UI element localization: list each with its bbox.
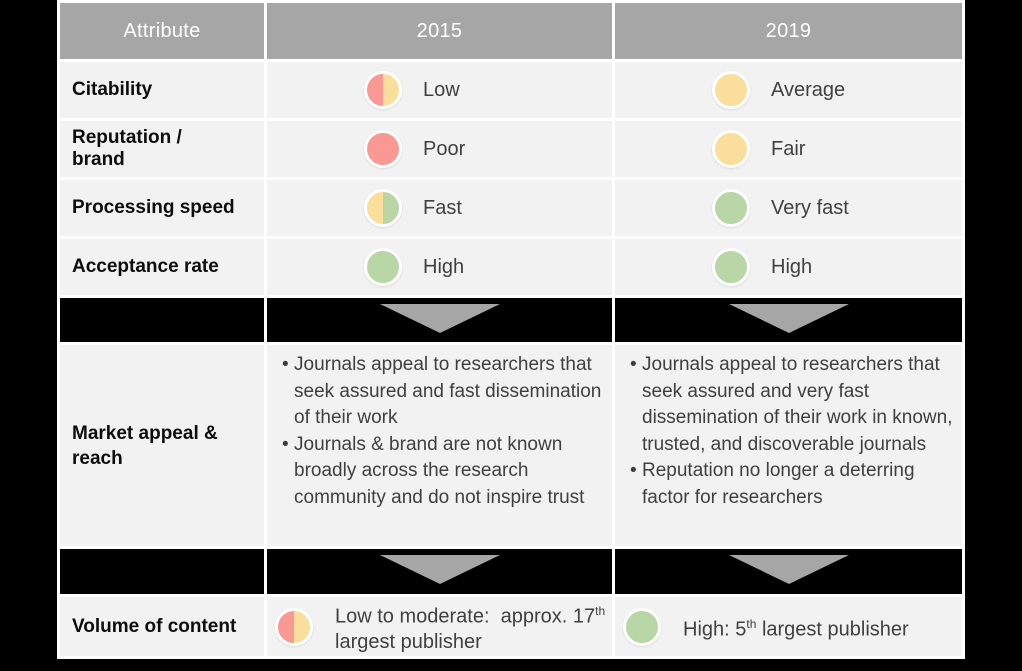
bullet-item: Journals appeal to researchers that seek… xyxy=(629,352,956,458)
header-cell-attribute: Attribute xyxy=(60,3,264,59)
header-2019-label: 2019 xyxy=(765,19,812,42)
reputation-label: Reputation / brand xyxy=(72,127,182,170)
harvey-ball-green-icon xyxy=(364,248,402,286)
down-arrow-icon xyxy=(379,303,500,333)
cell-volume-2019: High: 5th largest publisher xyxy=(615,597,962,656)
separator-cell-2015 xyxy=(267,549,612,594)
processing-2019-value: Very fast xyxy=(771,196,849,219)
separator-cell-2015 xyxy=(267,298,612,342)
reputation-2019-value: Fair xyxy=(771,137,806,160)
bullet-item: Reputation no longer a deterring factor … xyxy=(629,458,956,511)
row-label-processing-speed: Processing speed xyxy=(60,180,264,236)
market-2015-bullet-list: Journals appeal to researchers that seek… xyxy=(281,352,606,511)
harvey-ball-red-yellow-icon xyxy=(364,71,402,109)
market-appeal-label: Market appeal & reach xyxy=(72,422,218,469)
ordinal-superscript: th xyxy=(595,603,606,618)
harvey-ball-green-icon xyxy=(712,189,750,227)
cell-acceptance-2019: High xyxy=(615,239,962,295)
cell-reputation-2019: Fair xyxy=(615,121,962,177)
harvey-ball-yellow-green-icon xyxy=(364,189,402,227)
volume-label: Volume of content xyxy=(72,615,237,637)
cell-volume-2015: Low to moderate: approx. 17th largest pu… xyxy=(267,597,612,656)
cell-citability-2015: Low xyxy=(267,62,612,118)
harvey-ball-red-icon xyxy=(364,130,402,168)
separator-cell-blank xyxy=(60,298,264,342)
cell-processing-2019: Very fast xyxy=(615,180,962,236)
row-label-acceptance-rate: Acceptance rate xyxy=(60,239,264,295)
ordinal-superscript: th xyxy=(746,616,757,631)
header-attribute-label: Attribute xyxy=(123,19,201,42)
citability-2015-value: Low xyxy=(423,78,460,101)
row-label-reputation: Reputation / brand xyxy=(60,121,264,177)
volume-2019-text: High: 5 xyxy=(683,618,747,641)
header-cell-2015: 2015 xyxy=(267,3,612,59)
bullet-item: Journals & brand are not known broadly a… xyxy=(281,432,606,512)
volume-2015-value: Low to moderate: approx. 17th largest pu… xyxy=(335,598,606,656)
cell-acceptance-2015: High xyxy=(267,239,612,295)
separator-cell-2019 xyxy=(615,298,962,342)
cell-reputation-2015: Poor xyxy=(267,121,612,177)
processing-2015-value: Fast xyxy=(423,196,462,219)
row-label-volume: Volume of content xyxy=(60,597,264,656)
processing-speed-label: Processing speed xyxy=(72,197,235,218)
market-2019-bullet-list: Journals appeal to researchers that seek… xyxy=(629,352,956,511)
harvey-ball-yellow-icon xyxy=(712,71,750,109)
reputation-2015-value: Poor xyxy=(423,137,466,160)
acceptance-rate-label: Acceptance rate xyxy=(72,256,219,277)
row-label-citability: Citability xyxy=(60,62,264,118)
row-label-market-appeal: Market appeal & reach xyxy=(60,345,264,546)
separator-cell-2019 xyxy=(615,549,962,594)
comparison-table: Attribute 2015 2019 Citability Low Avera… xyxy=(57,0,965,659)
cell-citability-2019: Average xyxy=(615,62,962,118)
harvey-ball-green-icon xyxy=(623,607,661,646)
down-arrow-icon xyxy=(379,555,500,584)
volume-2019-value: High: 5th largest publisher xyxy=(683,611,909,643)
volume-2019-text: largest publisher xyxy=(756,618,909,641)
harvey-ball-red-yellow-icon xyxy=(275,607,313,646)
cell-market-2019: Journals appeal to researchers that seek… xyxy=(615,345,962,546)
header-2015-label: 2015 xyxy=(416,19,463,42)
bullet-item: Journals appeal to researchers that seek… xyxy=(281,352,606,432)
harvey-ball-green-icon xyxy=(712,248,750,286)
volume-2015-text: largest publisher xyxy=(335,605,611,654)
cell-market-2015: Journals appeal to researchers that seek… xyxy=(267,345,612,546)
harvey-ball-yellow-icon xyxy=(712,130,750,168)
acceptance-2015-value: High xyxy=(423,255,465,278)
down-arrow-icon xyxy=(728,303,849,333)
header-cell-2019: 2019 xyxy=(615,3,962,59)
separator-cell-blank xyxy=(60,549,264,594)
citability-2019-value: Average xyxy=(771,78,846,101)
acceptance-2019-value: High xyxy=(771,255,813,278)
cell-processing-2015: Fast xyxy=(267,180,612,236)
volume-2015-text: Low to moderate: approx. 17 xyxy=(335,605,596,628)
down-arrow-icon xyxy=(728,555,849,584)
citability-label: Citability xyxy=(72,79,153,100)
